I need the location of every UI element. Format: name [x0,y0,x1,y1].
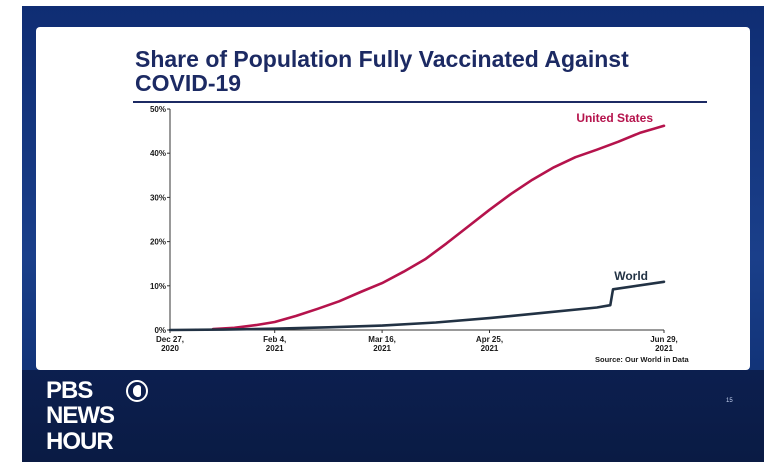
title-rule [133,101,707,103]
x-tick-label: Apr 25, 2021 [476,335,503,353]
slide-card: Share of Population Fully Vaccinated Aga… [36,27,750,370]
x-tick-label: Jun 29, 2021 [650,335,678,353]
logo-line-news: NEWS [46,402,115,429]
pbs-head-icon [126,380,148,402]
x-tick-label: Mar 16, 2021 [368,335,396,353]
y-tick-label: 50% [150,105,166,114]
pbs-newshour-logo: PBS NEWS HOUR [46,379,156,459]
y-tick-label: 10% [150,282,166,291]
series-line-world [168,280,666,332]
broadcast-screen: Share of Population Fully Vaccinated Aga… [22,6,764,462]
y-tick-label: 40% [150,149,166,158]
series-labels: United States World [576,111,653,283]
series-lines [168,124,666,332]
x-tick-label: Feb 4, 2021 [263,335,286,353]
y-tick-label: 20% [150,238,166,247]
series-label-united-states: United States [576,111,653,125]
page-number: 15 [726,398,733,404]
y-tick-label: 30% [150,193,166,202]
y-tick-label: 0% [154,326,166,335]
line-chart: 0% 10% 20% 30% 40% 50% Dec 27, 2020 Feb 4, 2021 M… [150,105,678,353]
logo-line-hour: HOUR [46,428,114,455]
chart-title: Share of Population Fully Vaccinated Aga… [135,46,629,96]
x-tick-label: Dec 27, 2020 [156,335,184,353]
source-note: Source: Our World in Data [595,355,689,364]
series-line-united-states [211,124,666,331]
x-axis: Dec 27, 2020 Feb 4, 2021 Mar 16, 2021 Apr 25, 2… [156,329,678,353]
logo-line-pbs: PBS [46,377,93,404]
series-label-world: World [614,269,648,283]
y-axis: 0% 10% 20% 30% 40% 50% [150,105,171,335]
